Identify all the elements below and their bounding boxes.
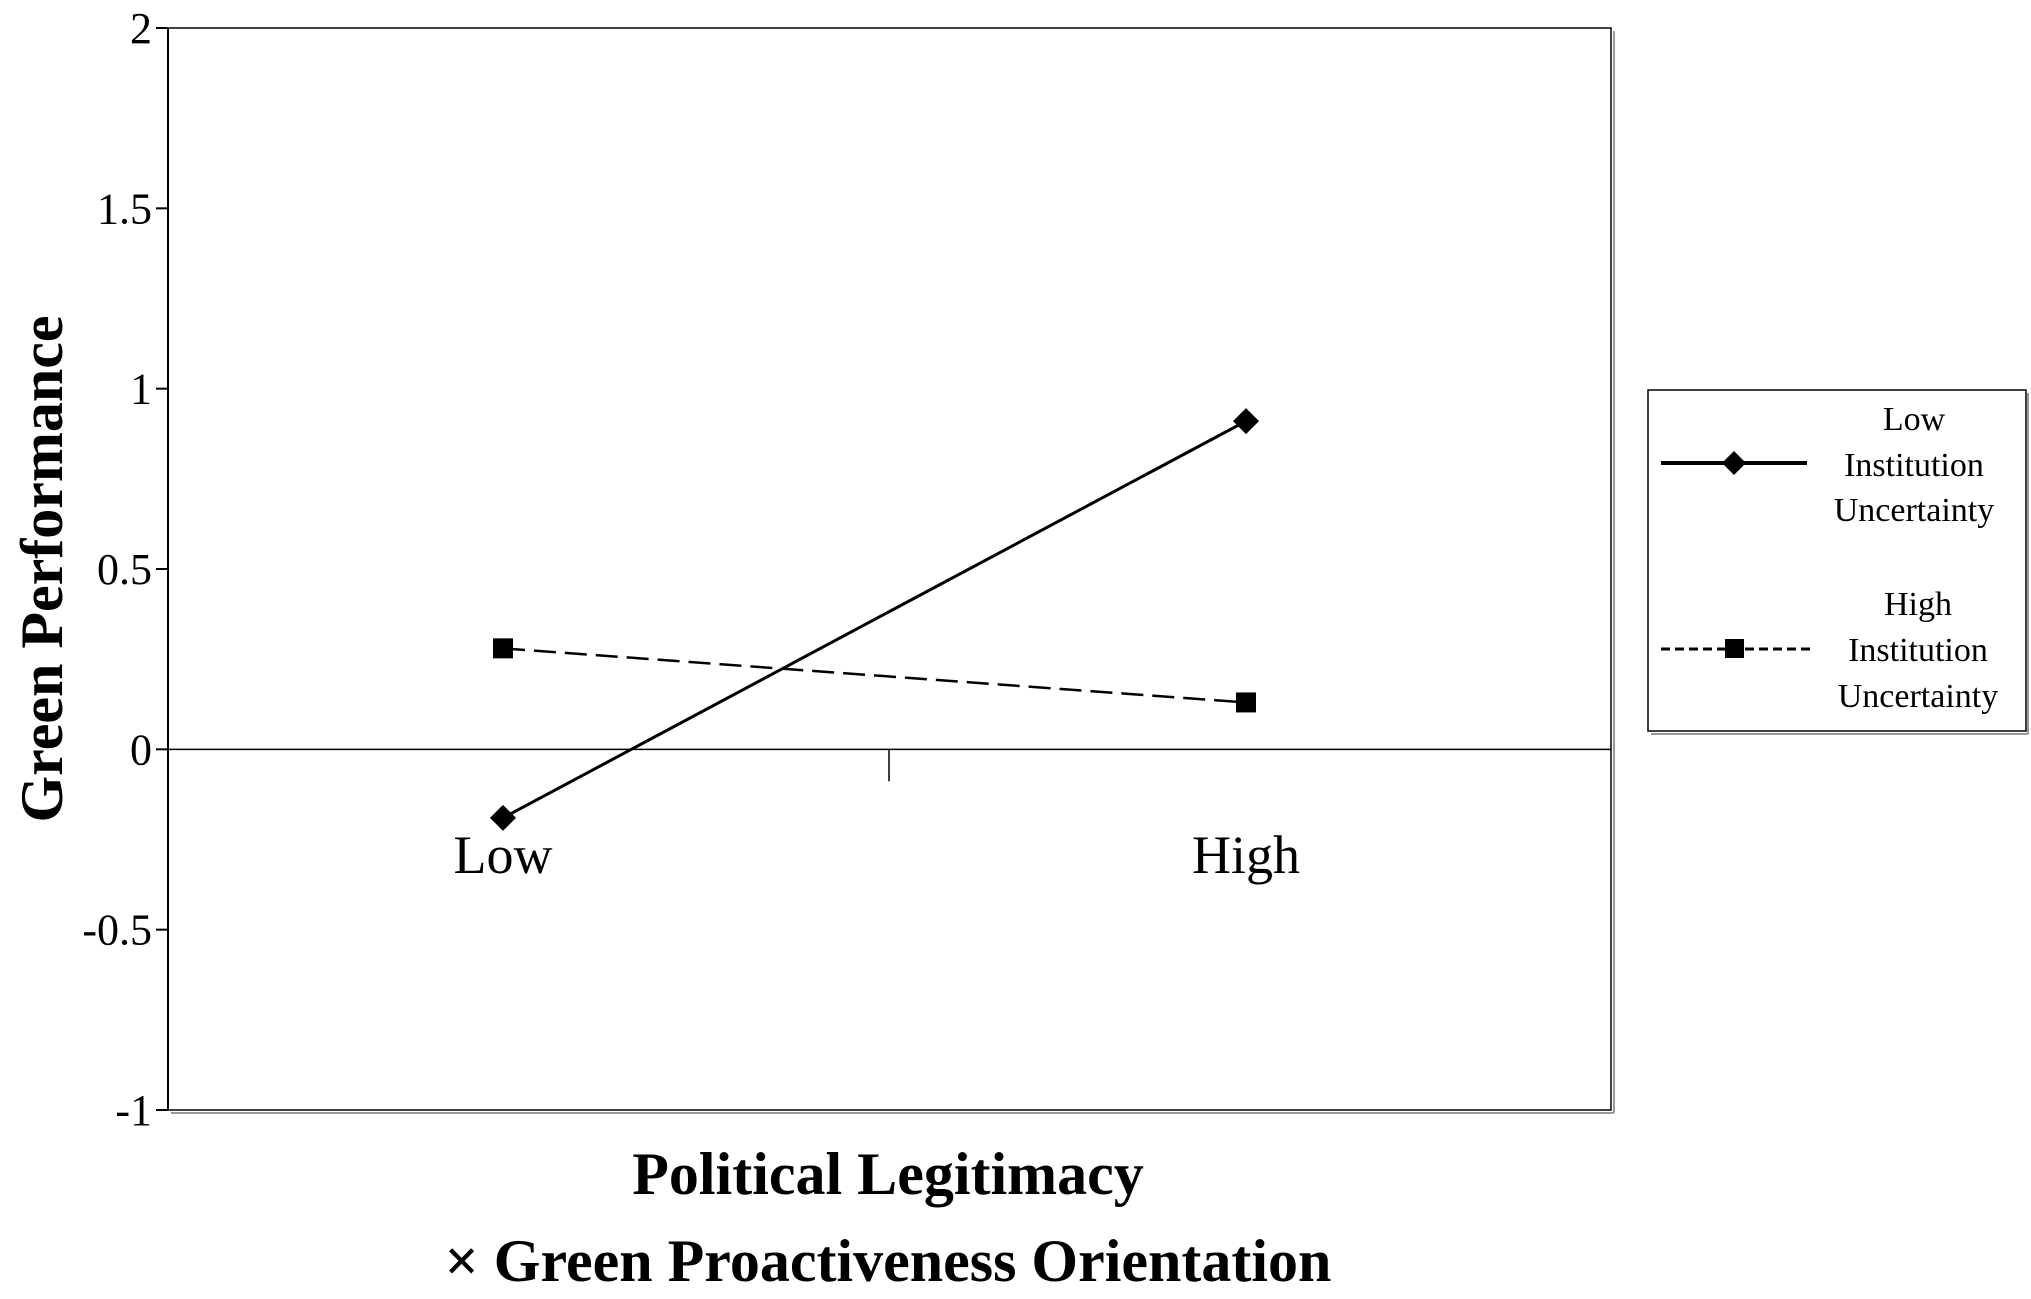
series-line-low-uncertainty bbox=[502, 419, 1247, 820]
legend-label-low-line-2: Institution bbox=[1844, 447, 1984, 484]
plot-area bbox=[167, 27, 1612, 1111]
diamond-point-high bbox=[1233, 408, 1259, 435]
series-line-high-uncertainty bbox=[502, 647, 1247, 704]
y-ticks: 2 1.5 1 0.5 0 -0.5 -1 bbox=[82, 4, 168, 1135]
y-tick-label: -0.5 bbox=[82, 906, 152, 955]
legend-item-low-uncertainty: Low Institution Uncertainty bbox=[1661, 401, 1994, 529]
square-point-low bbox=[493, 638, 513, 659]
y-tick-label: 1 bbox=[130, 365, 152, 414]
y-tick-label: 0 bbox=[130, 725, 152, 774]
diamond-point-low bbox=[490, 804, 516, 831]
x-axis-title-line-1: Political Legitimacy bbox=[632, 1141, 1144, 1207]
legend: Low Institution Uncertainty High Institu… bbox=[1647, 389, 2029, 735]
legend-square-marker bbox=[1725, 639, 1744, 658]
legend-label-high-line-3: Uncertainty bbox=[1838, 678, 1999, 715]
y-tick-label: -1 bbox=[115, 1086, 152, 1135]
square-point-high bbox=[1236, 692, 1256, 713]
y-tick-label: 0.5 bbox=[97, 545, 152, 594]
legend-diamond-marker bbox=[1722, 451, 1746, 475]
legend-label-high-line-2: Institution bbox=[1848, 632, 1988, 669]
legend-label-high-line-1: High bbox=[1884, 586, 1952, 623]
x-axis-title-line-2: × Green Proactiveness Orientation bbox=[445, 1228, 1332, 1294]
series-layer bbox=[490, 408, 1259, 831]
legend-label-low-line-3: Uncertainty bbox=[1834, 492, 1995, 529]
x-tick-label-high: High bbox=[1192, 825, 1300, 885]
legend-item-high-uncertainty: High Institution Uncertainty bbox=[1661, 586, 1998, 715]
legend-box bbox=[1647, 389, 2027, 732]
y-tick-label: 2 bbox=[130, 4, 152, 53]
x-tick-label-low: Low bbox=[454, 825, 553, 885]
y-axis-title: Green Performance bbox=[9, 316, 75, 823]
legend-label-low-line-1: Low bbox=[1883, 401, 1946, 438]
y-tick-label: 1.5 bbox=[97, 184, 152, 233]
